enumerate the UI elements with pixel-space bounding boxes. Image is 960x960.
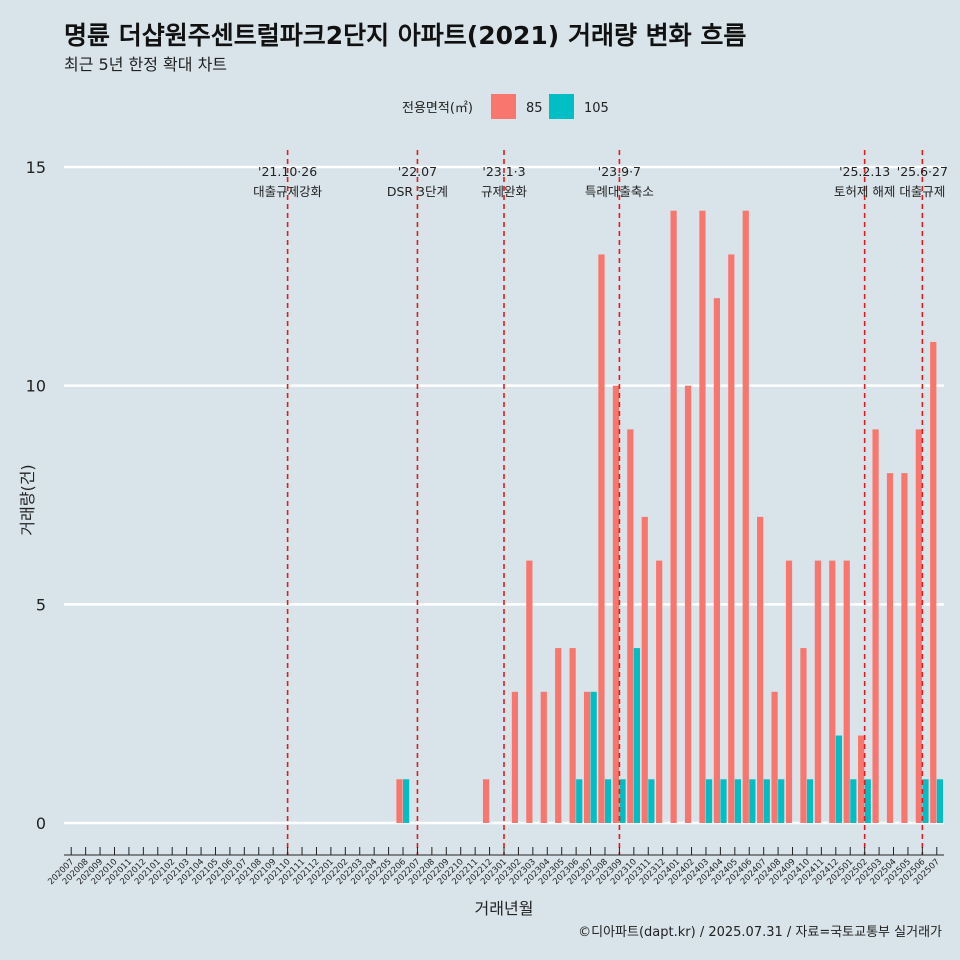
- bar-85-202306: [569, 648, 576, 823]
- bar-85-202303: [526, 560, 533, 823]
- bar-105-202310: [633, 648, 641, 823]
- bars: [396, 210, 943, 823]
- event-label-202309: 특례대출축소: [585, 184, 654, 199]
- bar-85-202311: [641, 516, 648, 823]
- bar-85-202401: [670, 210, 677, 823]
- bar-85-202407: [757, 516, 764, 823]
- bar-85-202402: [684, 385, 692, 823]
- event-date-202110: '21.10·26: [258, 164, 317, 179]
- bar-105-202407: [763, 779, 770, 823]
- event-date-202309: '23.9·7: [598, 164, 641, 179]
- bar-85-202406: [742, 210, 749, 823]
- bar-105-202408: [778, 779, 785, 823]
- bar-105-202403: [705, 779, 713, 823]
- event-date-202207: '22.07: [398, 164, 437, 179]
- bar-85-202502: [858, 735, 865, 823]
- bar-85-202305: [555, 648, 562, 823]
- legend: 전용면적(㎡) 85 105: [402, 94, 609, 119]
- bar-85-202505: [901, 473, 908, 823]
- event-label-202502: 토허제 해제: [834, 184, 895, 199]
- event-label-202301: 규제완화: [481, 184, 528, 199]
- bar-85-202302: [511, 691, 519, 823]
- bar-85-202501: [843, 560, 850, 823]
- bar-85-202310: [627, 429, 634, 823]
- bar-105-202307: [590, 691, 597, 823]
- bar-85-202506: [915, 429, 922, 823]
- x-axis: 2020072020082020092020102020112020122021…: [46, 847, 944, 887]
- bar-105-202309: [619, 779, 626, 823]
- bar-105-202412: [835, 735, 843, 823]
- bar-105-202506: [922, 779, 929, 823]
- bar-105-202507: [936, 779, 943, 823]
- event-date-202506: '25.6·27: [897, 164, 948, 179]
- event-date-202502: '25.2.13: [839, 164, 890, 179]
- bar-85-202408: [771, 691, 778, 823]
- event-label-202506: 대출규제: [899, 184, 945, 199]
- event-lines: '21.10·26 대출규제강화 '22.07 DSR 3단계 '23.1·3 규제완화 '…: [253, 150, 948, 855]
- bar-85-202504: [886, 473, 894, 823]
- chart-subtitle: 최근 5년 한정 확대 차트: [64, 55, 227, 74]
- bar-105-202311: [648, 779, 655, 823]
- legend-swatch-85: [491, 94, 516, 119]
- event-date-202301: '23.1·3: [482, 164, 525, 179]
- y-tick-label-15: 15: [26, 158, 46, 177]
- x-axis-title: 거래년월: [475, 899, 534, 918]
- event-label-202110: 대출규제강화: [253, 184, 323, 199]
- bar-85-202405: [728, 254, 735, 823]
- y-tick-label-0: 0: [36, 814, 46, 833]
- bar-105-202406: [749, 779, 756, 823]
- legend-label-105: 105: [584, 101, 609, 116]
- caption: ©디아파트(dapt.kr) / 2025.07.31 / 자료=국토교통부 실…: [578, 925, 942, 940]
- bar-105-202308: [604, 779, 612, 823]
- y-axis-title: 거래량(건): [18, 464, 37, 535]
- bar-105-202306: [576, 779, 583, 823]
- bar-105-202404: [720, 779, 727, 823]
- bar-85-202312: [656, 560, 663, 823]
- bar-85-202304: [540, 691, 547, 823]
- event-label-202207: DSR 3단계: [387, 184, 448, 199]
- chart-title: 명륜 더샵원주센트럴파크2단지 아파트(2021) 거래량 변화 흐름: [64, 21, 746, 50]
- bar-105-202405: [734, 779, 742, 823]
- bar-85-202308: [598, 254, 605, 823]
- bar-85-202206: [396, 779, 403, 823]
- bar-105-202502: [864, 779, 871, 823]
- bar-85-202409: [785, 560, 793, 823]
- bar-85-202503: [872, 429, 879, 823]
- legend-swatch-105: [549, 94, 574, 119]
- bar-85-202412: [829, 560, 836, 823]
- bar-85-202507: [930, 341, 937, 823]
- bar-105-202206: [403, 779, 410, 823]
- bar-85-202403: [699, 210, 706, 823]
- y-axis: 0 5 10 15: [26, 158, 46, 833]
- legend-title: 전용면적(㎡): [402, 101, 473, 116]
- bar-85-202307: [583, 691, 591, 823]
- bar-105-202410: [806, 779, 814, 823]
- y-tick-label-5: 5: [36, 595, 46, 614]
- bar-85-202212: [482, 779, 490, 823]
- bar-85-202404: [713, 298, 720, 823]
- bar-85-202309: [612, 385, 620, 823]
- bar-85-202410: [800, 648, 807, 823]
- bar-105-202501: [850, 779, 857, 823]
- y-tick-label-10: 10: [26, 377, 46, 396]
- legend-label-85: 85: [526, 101, 543, 116]
- bar-85-202411: [814, 560, 821, 823]
